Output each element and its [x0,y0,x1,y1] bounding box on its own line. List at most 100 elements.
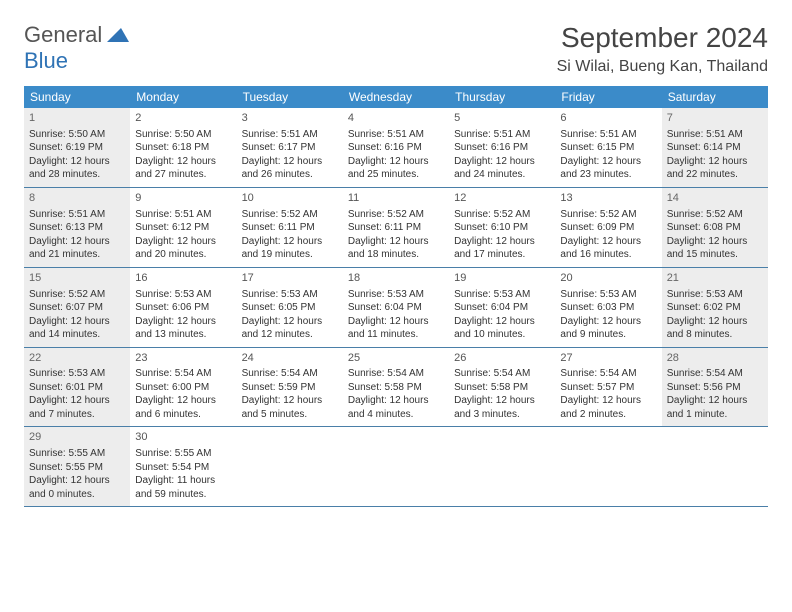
sunset-line: Sunset: 6:03 PM [560,301,656,315]
sunset-line: Sunset: 6:13 PM [29,221,125,235]
dow-wednesday: Wednesday [343,86,449,108]
sunset-line: Sunset: 6:02 PM [667,301,763,315]
day-cell: 10Sunrise: 5:52 AMSunset: 6:11 PMDayligh… [237,188,343,267]
sunrise-line: Sunrise: 5:54 AM [135,367,231,381]
dow-monday: Monday [130,86,236,108]
day-cell: 24Sunrise: 5:54 AMSunset: 5:59 PMDayligh… [237,348,343,427]
header: General Blue September 2024 Si Wilai, Bu… [24,22,768,76]
daylight-line: Daylight: 12 hours and 12 minutes. [242,315,338,342]
day-cell: 13Sunrise: 5:52 AMSunset: 6:09 PMDayligh… [555,188,661,267]
day-cell: 29Sunrise: 5:55 AMSunset: 5:55 PMDayligh… [24,427,130,506]
sunset-line: Sunset: 5:57 PM [560,381,656,395]
day-number: 18 [348,271,444,286]
sunset-line: Sunset: 6:08 PM [667,221,763,235]
day-cell: 19Sunrise: 5:53 AMSunset: 6:04 PMDayligh… [449,268,555,347]
sunrise-line: Sunrise: 5:53 AM [242,288,338,302]
sunrise-line: Sunrise: 5:50 AM [29,128,125,142]
sunrise-line: Sunrise: 5:53 AM [348,288,444,302]
sunrise-line: Sunrise: 5:53 AM [29,367,125,381]
day-number: 9 [135,191,231,206]
sunrise-line: Sunrise: 5:51 AM [348,128,444,142]
dow-saturday: Saturday [662,86,768,108]
day-number: 17 [242,271,338,286]
title-block: September 2024 Si Wilai, Bueng Kan, Thai… [557,22,768,76]
day-number: 30 [135,430,231,445]
sunrise-line: Sunrise: 5:52 AM [29,288,125,302]
day-number: 26 [454,351,550,366]
daylight-line: Daylight: 12 hours and 27 minutes. [135,155,231,182]
day-number: 15 [29,271,125,286]
day-number: 14 [667,191,763,206]
day-cell: 28Sunrise: 5:54 AMSunset: 5:56 PMDayligh… [662,348,768,427]
week-row: 15Sunrise: 5:52 AMSunset: 6:07 PMDayligh… [24,268,768,348]
day-empty [343,427,449,506]
dow-friday: Friday [555,86,661,108]
calendar: SundayMondayTuesdayWednesdayThursdayFrid… [24,86,768,507]
sunrise-line: Sunrise: 5:55 AM [135,447,231,461]
week-row: 1Sunrise: 5:50 AMSunset: 6:19 PMDaylight… [24,108,768,188]
daylight-line: Daylight: 11 hours and 59 minutes. [135,474,231,501]
daylight-line: Daylight: 12 hours and 11 minutes. [348,315,444,342]
logo-word2: Blue [24,48,68,73]
day-number: 2 [135,111,231,126]
daylight-line: Daylight: 12 hours and 16 minutes. [560,235,656,262]
sunrise-line: Sunrise: 5:52 AM [667,208,763,222]
daylight-line: Daylight: 12 hours and 24 minutes. [454,155,550,182]
daylight-line: Daylight: 12 hours and 28 minutes. [29,155,125,182]
sunset-line: Sunset: 6:18 PM [135,141,231,155]
sunset-line: Sunset: 6:17 PM [242,141,338,155]
sunset-line: Sunset: 6:14 PM [667,141,763,155]
day-number: 28 [667,351,763,366]
sunset-line: Sunset: 6:12 PM [135,221,231,235]
day-number: 19 [454,271,550,286]
sunset-line: Sunset: 6:00 PM [135,381,231,395]
day-cell: 15Sunrise: 5:52 AMSunset: 6:07 PMDayligh… [24,268,130,347]
sunset-line: Sunset: 6:16 PM [454,141,550,155]
day-cell: 18Sunrise: 5:53 AMSunset: 6:04 PMDayligh… [343,268,449,347]
location: Si Wilai, Bueng Kan, Thailand [557,58,768,76]
day-cell: 7Sunrise: 5:51 AMSunset: 6:14 PMDaylight… [662,108,768,187]
day-empty [555,427,661,506]
day-cell: 30Sunrise: 5:55 AMSunset: 5:54 PMDayligh… [130,427,236,506]
day-cell: 2 Sunrise: 5:50 AMSunset: 6:18 PMDaylight… [130,108,236,187]
day-number: 23 [135,351,231,366]
daylight-line: Daylight: 12 hours and 9 minutes. [560,315,656,342]
sunrise-line: Sunrise: 5:51 AM [667,128,763,142]
dow-thursday: Thursday [449,86,555,108]
logo-triangle-icon [107,28,129,47]
day-number: 20 [560,271,656,286]
sunrise-line: Sunrise: 5:51 AM [560,128,656,142]
sunrise-line: Sunrise: 5:50 AM [135,128,231,142]
day-number: 11 [348,191,444,206]
day-number: 1 [29,111,125,126]
sunrise-line: Sunrise: 5:51 AM [242,128,338,142]
sunset-line: Sunset: 5:56 PM [667,381,763,395]
sunrise-line: Sunrise: 5:54 AM [667,367,763,381]
day-cell: 3Sunrise: 5:51 AMSunset: 6:17 PMDaylight… [237,108,343,187]
daylight-line: Daylight: 12 hours and 14 minutes. [29,315,125,342]
sunset-line: Sunset: 6:04 PM [454,301,550,315]
daylight-line: Daylight: 12 hours and 10 minutes. [454,315,550,342]
day-number: 16 [135,271,231,286]
day-empty [237,427,343,506]
daylight-line: Daylight: 12 hours and 23 minutes. [560,155,656,182]
sunrise-line: Sunrise: 5:54 AM [560,367,656,381]
daylight-line: Daylight: 12 hours and 2 minutes. [560,394,656,421]
day-cell: 4Sunrise: 5:51 AMSunset: 6:16 PMDaylight… [343,108,449,187]
daylight-line: Daylight: 12 hours and 8 minutes. [667,315,763,342]
sunset-line: Sunset: 5:55 PM [29,461,125,475]
sunset-line: Sunset: 6:16 PM [348,141,444,155]
sunrise-line: Sunrise: 5:54 AM [242,367,338,381]
day-number: 4 [348,111,444,126]
day-number: 25 [348,351,444,366]
day-number: 3 [242,111,338,126]
logo: General Blue [24,22,129,74]
day-number: 13 [560,191,656,206]
week-row: 8Sunrise: 5:51 AMSunset: 6:13 PMDaylight… [24,188,768,268]
day-cell: 11Sunrise: 5:52 AMSunset: 6:11 PMDayligh… [343,188,449,267]
daylight-line: Daylight: 12 hours and 6 minutes. [135,394,231,421]
sunrise-line: Sunrise: 5:52 AM [560,208,656,222]
day-number: 21 [667,271,763,286]
day-empty [662,427,768,506]
sunset-line: Sunset: 5:58 PM [454,381,550,395]
